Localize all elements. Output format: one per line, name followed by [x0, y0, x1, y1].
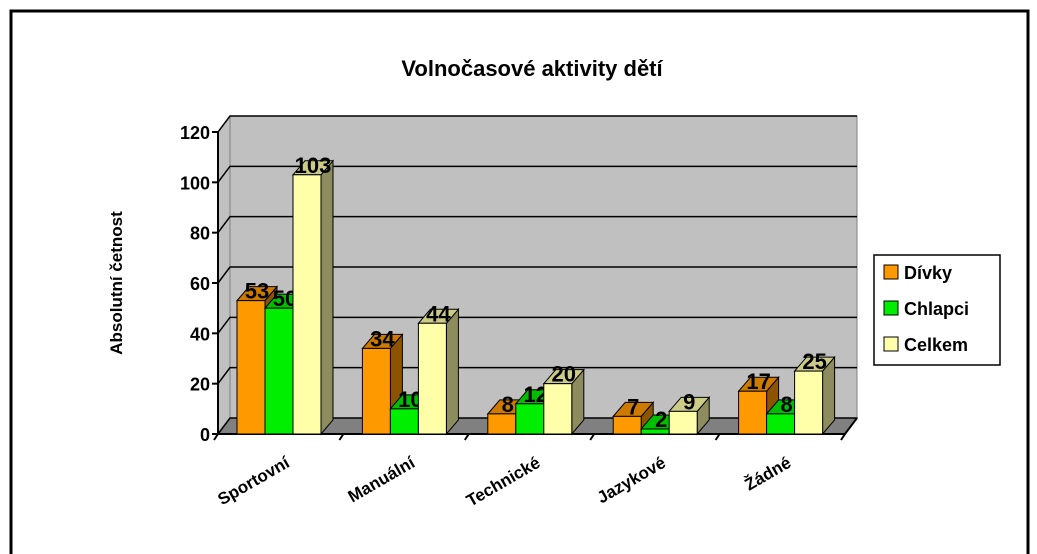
bar-side — [445, 307, 459, 436]
bar — [515, 403, 545, 435]
data-label: 20 — [552, 362, 576, 387]
grid-line — [217, 266, 857, 284]
x-tick — [338, 433, 345, 441]
y-tick-label: 60 — [190, 274, 210, 294]
bar — [543, 383, 573, 435]
data-label: 25 — [802, 349, 826, 374]
bar — [361, 347, 391, 435]
y-tick-label: 100 — [180, 173, 210, 193]
legend-swatch — [883, 264, 899, 280]
x-tick — [840, 433, 846, 441]
bar — [264, 307, 294, 435]
data-label: 9 — [683, 389, 695, 414]
y-tick-label: 40 — [190, 324, 210, 344]
grid-line — [217, 215, 857, 234]
bar — [417, 322, 447, 435]
bar — [389, 408, 419, 435]
bar — [487, 413, 517, 435]
legend-label: Chlapci — [904, 299, 969, 319]
bar — [612, 415, 642, 435]
x-tick — [714, 433, 721, 441]
grid-line — [217, 366, 857, 385]
x-tick — [589, 433, 596, 441]
legend-label: Dívky — [904, 263, 952, 283]
legend-swatch — [883, 336, 899, 352]
data-label: 44 — [426, 301, 451, 326]
bar — [766, 413, 796, 435]
y-tick-label: 80 — [190, 224, 210, 244]
data-label: 17 — [746, 369, 770, 394]
grid-line — [217, 165, 857, 183]
y-tick-label: 20 — [190, 375, 210, 395]
bar — [794, 370, 824, 435]
x-tick — [213, 433, 219, 441]
x-tick — [463, 433, 470, 441]
chart-title: Volnočasové aktivity dětí — [401, 56, 663, 81]
data-label: 2 — [655, 407, 667, 432]
y-tick-label: 0 — [200, 425, 210, 445]
data-label: 53 — [245, 279, 269, 304]
data-label: 34 — [370, 326, 395, 351]
data-label: 8 — [502, 392, 514, 417]
grid-line — [217, 115, 857, 133]
data-label: 8 — [780, 392, 792, 417]
y-axis-label: Absolutní četnost — [107, 211, 126, 355]
bar-side — [320, 159, 334, 436]
legend-swatch — [883, 300, 899, 316]
bar — [738, 390, 768, 435]
bar — [668, 410, 698, 435]
y-tick-label: 120 — [180, 123, 210, 143]
bar — [292, 174, 322, 435]
legend-label: Celkem — [904, 335, 968, 355]
data-label: 7 — [627, 394, 639, 419]
grid-line — [217, 316, 857, 334]
bar — [236, 300, 266, 435]
data-label: 103 — [295, 153, 332, 178]
